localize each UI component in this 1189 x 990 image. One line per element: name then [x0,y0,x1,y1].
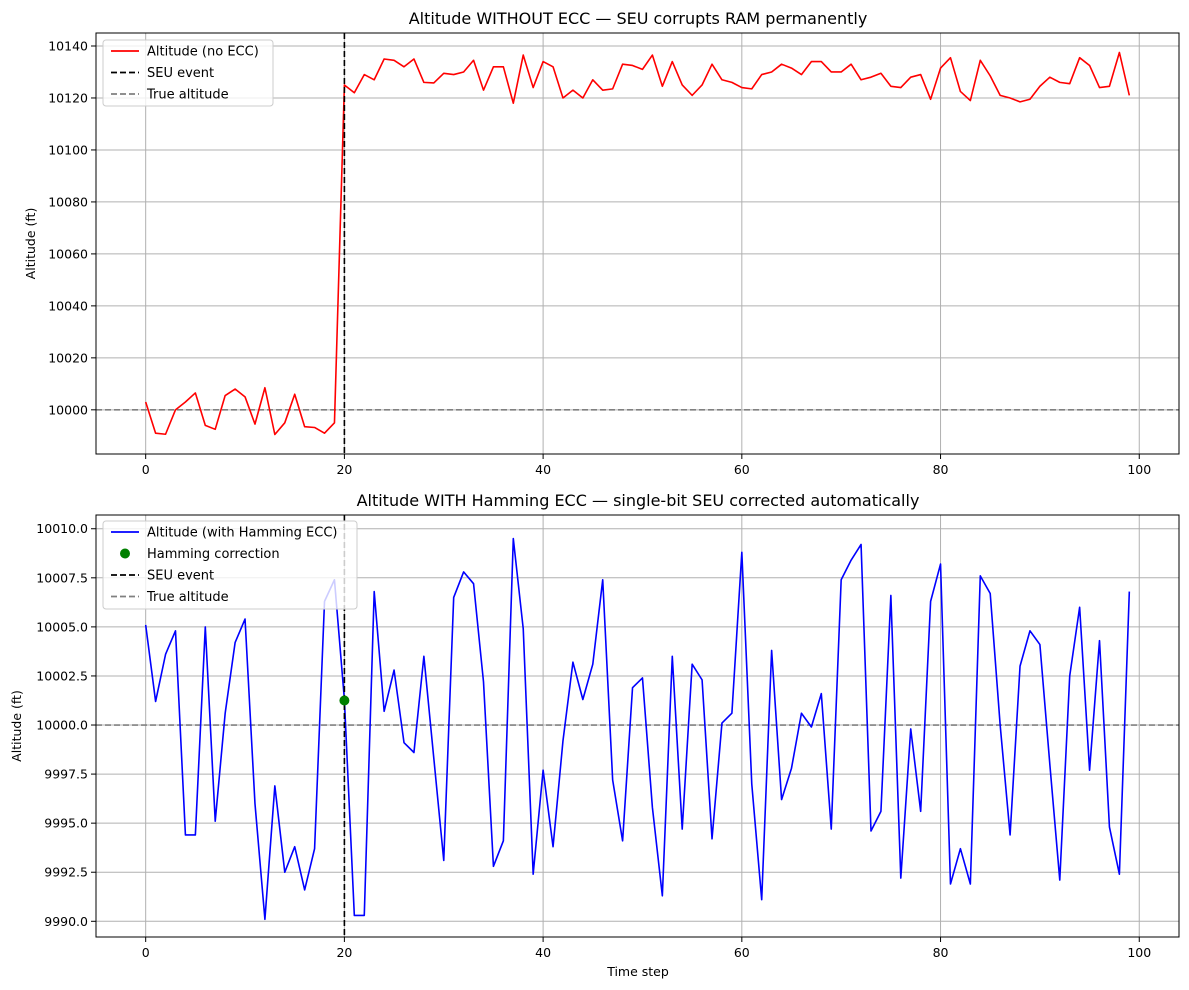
legend-label: True altitude [146,88,229,103]
x-tick-label: 100 [1127,945,1151,960]
hamming-correction-point [339,695,350,706]
y-tick-label: 9997.5 [44,767,88,782]
legend-label: SEU event [147,569,214,584]
y-axis-label: Altitude (ft) [23,208,38,280]
chart-with-hamming-ecc: Altitude WITH Hamming ECC — single-bit S… [9,491,1180,979]
x-tick-label: 60 [734,462,750,477]
y-tick-label: 10100 [48,142,88,157]
chart-title: Altitude WITHOUT ECC — SEU corrupts RAM … [409,9,868,28]
y-axis-label: Altitude (ft) [9,690,24,762]
y-tick-label: 10007.5 [36,570,88,585]
legend-label: Hamming correction [147,547,280,562]
x-tick-label: 20 [336,945,352,960]
y-tick-label: 10120 [48,90,88,105]
y-tick-label: 10060 [48,246,88,261]
legend-label: Altitude (with Hamming ECC) [147,526,337,541]
legend-label: True altitude [146,590,229,605]
y-tick-label: 10080 [48,194,88,209]
altitude-series-line [144,51,1131,436]
y-tick-label: 10005.0 [36,619,88,634]
y-tick-label: 10002.5 [36,668,88,683]
y-tick-label: 10040 [48,298,88,313]
legend-box [102,520,358,610]
legend-box [102,39,274,107]
x-tick-label: 0 [142,462,150,477]
chart-title: Altitude WITH Hamming ECC — single-bit S… [357,491,920,510]
legend-label: Altitude (no ECC) [147,45,259,60]
x-tick-label: 80 [933,462,949,477]
chart-without-ecc: Altitude WITHOUT ECC — SEU corrupts RAM … [23,9,1180,477]
legend: Altitude (with Hamming ECC) Hamming corre… [102,520,358,610]
plot-frame [95,32,1180,455]
legend-label: SEU event [147,66,214,81]
x-tick-label: 100 [1127,462,1151,477]
x-tick-label: 80 [933,945,949,960]
x-tick-label: 20 [336,462,352,477]
y-tick-label: 10020 [48,350,88,365]
x-tick-label: 60 [734,945,750,960]
x-tick-label: 0 [142,945,150,960]
legend-marker [120,548,130,559]
x-axis-label: Time step [606,964,669,979]
y-tick-label: 10000 [48,402,88,417]
y-tick-label: 9990.0 [44,914,88,929]
altitude-series-line [144,537,1131,921]
y-tick-label: 9995.0 [44,816,88,831]
y-tick-label: 9992.5 [44,865,88,880]
x-tick-label: 40 [535,462,551,477]
plot-frame [95,514,1180,938]
legend: Altitude (no ECC) SEU event True altitude [102,39,274,107]
x-tick-label: 40 [535,945,551,960]
y-tick-label: 10140 [48,38,88,53]
y-tick-label: 10010.0 [36,521,88,536]
y-tick-label: 10000.0 [36,718,88,733]
